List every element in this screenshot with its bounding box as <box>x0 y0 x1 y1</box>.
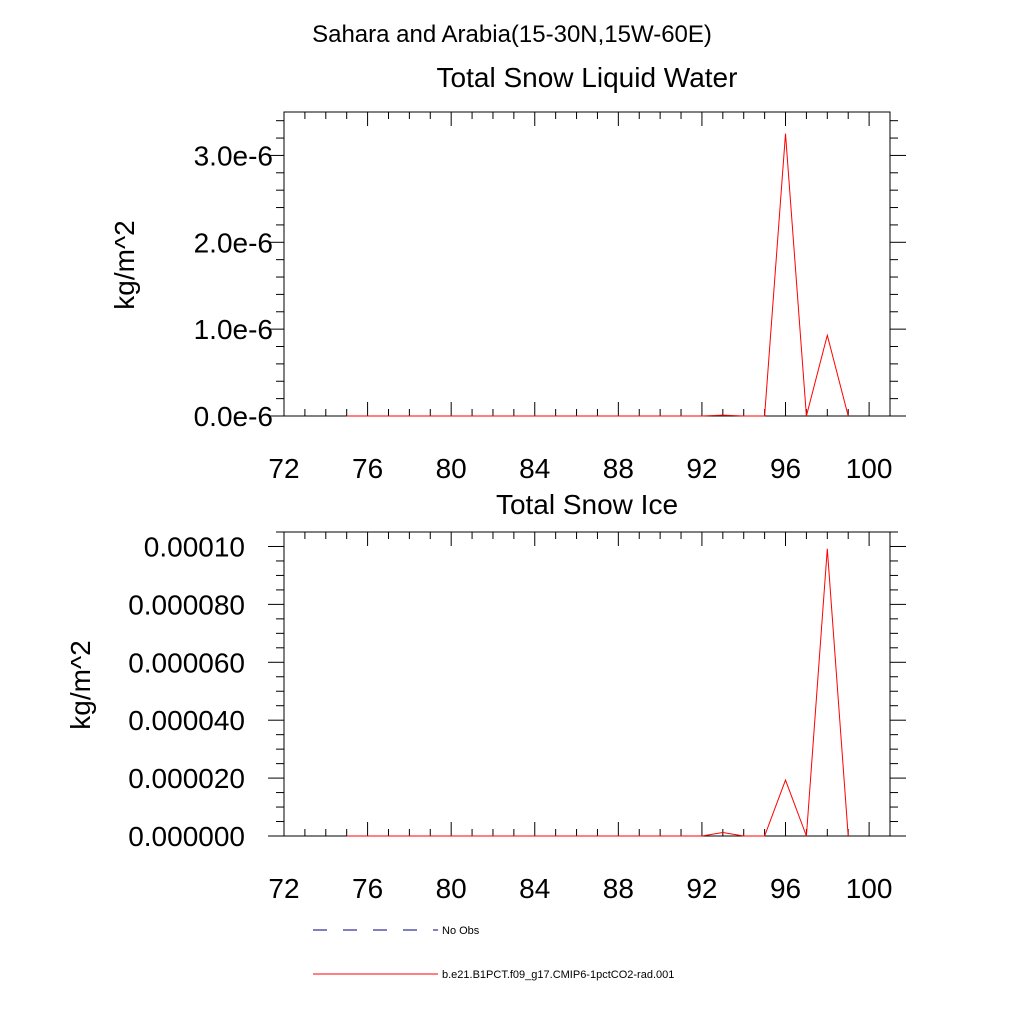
data-point <box>366 415 369 418</box>
data-point <box>533 415 536 418</box>
panel-snow-ice: Total Snow Ice kg/m^2 72 76 80 84 88 92 96 100 0… <box>65 489 906 904</box>
data-point <box>387 835 390 838</box>
data-point <box>721 831 724 834</box>
x-tick-label: 80 <box>436 873 467 904</box>
data-point <box>659 835 662 838</box>
data-point <box>721 414 724 417</box>
legend: No Obs b.e21.B1PCT.f09_g17.CMIP6-1pctCO2… <box>313 925 674 981</box>
data-point <box>429 415 432 418</box>
data-point <box>826 334 829 337</box>
x-tick-label: 88 <box>603 453 634 484</box>
y-tick-label: 0.000000 <box>128 821 245 852</box>
data-point <box>471 415 474 418</box>
y-tick-label: 2.0e-6 <box>194 227 273 258</box>
x-tick-label: 96 <box>770 453 801 484</box>
x-tick-label: 72 <box>268 453 299 484</box>
plot-area: 72 76 80 84 88 92 96 100 0.000000 0.000020 0.00004… <box>128 531 906 904</box>
data-point <box>491 835 494 838</box>
data-point <box>617 415 620 418</box>
x-tick-label: 92 <box>686 873 717 904</box>
y-tick-label: 0.00010 <box>144 531 245 562</box>
x-tick-label: 88 <box>603 873 634 904</box>
data-point <box>847 835 850 838</box>
plot-frame <box>283 531 891 837</box>
data-point <box>805 835 808 838</box>
data-point <box>429 835 432 838</box>
legend-label-model: b.e21.B1PCT.f09_g17.CMIP6-1pctCO2-rad.00… <box>442 969 674 981</box>
y-tick-label: 0.000040 <box>128 705 245 736</box>
x-tick-label: 76 <box>352 453 383 484</box>
x-tick-label: 100 <box>846 453 893 484</box>
y-axis-label: kg/m^2 <box>65 640 96 729</box>
data-point <box>345 835 348 838</box>
data-point <box>700 835 703 838</box>
data-point <box>596 415 599 418</box>
data-point <box>763 835 766 838</box>
plot-frame <box>283 111 891 417</box>
panel-snow-liquid-water: Total Snow Liquid Water kg/m^2 72 76 80 84 8… <box>109 62 906 484</box>
data-point <box>596 835 599 838</box>
y-tick-label: 0.0e-6 <box>194 401 273 432</box>
data-point <box>575 835 578 838</box>
plot-area: 72 76 80 84 88 92 96 100 0.0e-6 1.0e-6 2.0e-6 3.0e-… <box>194 111 906 484</box>
data-point <box>408 835 411 838</box>
data-point <box>847 415 850 418</box>
data-point <box>742 415 745 418</box>
y-tick-label: 3.0e-6 <box>194 140 273 171</box>
panel-title: Total Snow Ice <box>496 489 678 520</box>
data-point <box>491 415 494 418</box>
data-point <box>784 132 787 135</box>
data-point <box>617 835 620 838</box>
y-tick-label: 0.000060 <box>128 647 245 678</box>
data-point <box>700 415 703 418</box>
data-point <box>680 415 683 418</box>
data-point <box>366 835 369 838</box>
data-point <box>450 835 453 838</box>
data-point <box>408 415 411 418</box>
data-point <box>512 835 515 838</box>
data-point <box>805 415 808 418</box>
data-point <box>533 835 536 838</box>
x-tick-label: 92 <box>686 453 717 484</box>
data-point <box>680 835 683 838</box>
data-point <box>742 835 745 838</box>
x-tick-label: 84 <box>519 873 550 904</box>
data-point <box>345 415 348 418</box>
data-point <box>638 835 641 838</box>
y-tick-label: 0.000020 <box>128 763 245 794</box>
series-line <box>346 548 849 837</box>
x-tick-label: 72 <box>268 873 299 904</box>
panel-title: Total Snow Liquid Water <box>437 62 738 93</box>
data-point <box>763 415 766 418</box>
y-tick-label: 0.000080 <box>128 589 245 620</box>
legend-label-no-obs: No Obs <box>442 925 480 937</box>
data-point <box>450 415 453 418</box>
data-point <box>387 415 390 418</box>
y-axis-label: kg/m^2 <box>109 220 140 309</box>
data-point <box>554 415 557 418</box>
data-point <box>784 779 787 782</box>
data-point <box>659 415 662 418</box>
data-point <box>638 415 641 418</box>
figure-title: Sahara and Arabia(15-30N,15W-60E) <box>312 21 712 48</box>
x-tick-label: 84 <box>519 453 550 484</box>
x-tick-label: 76 <box>352 873 383 904</box>
data-point <box>826 547 829 550</box>
data-point <box>512 415 515 418</box>
data-point <box>471 835 474 838</box>
x-tick-label: 80 <box>436 453 467 484</box>
y-tick-label: 1.0e-6 <box>194 314 273 345</box>
data-point <box>575 415 578 418</box>
x-tick-label: 96 <box>770 873 801 904</box>
data-point <box>554 835 557 838</box>
series-line <box>346 133 849 417</box>
x-tick-label: 100 <box>846 873 893 904</box>
